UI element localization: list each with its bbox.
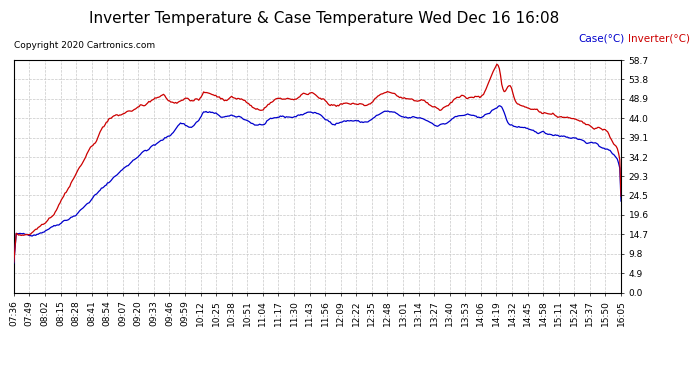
Text: Case(°C): Case(°C) xyxy=(578,34,624,44)
Text: Inverter(°C): Inverter(°C) xyxy=(628,34,690,44)
Text: Copyright 2020 Cartronics.com: Copyright 2020 Cartronics.com xyxy=(14,41,155,50)
Text: Inverter Temperature & Case Temperature Wed Dec 16 16:08: Inverter Temperature & Case Temperature … xyxy=(89,11,560,26)
